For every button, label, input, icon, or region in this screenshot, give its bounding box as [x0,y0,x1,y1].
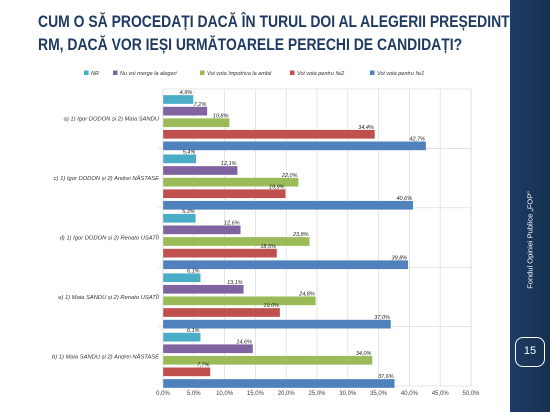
page-number: 15 [515,337,545,367]
data-label: 19,0% [263,303,279,309]
bar [162,367,211,377]
bar [162,236,310,247]
data-label: 22,0% [281,173,298,179]
data-label: 37,0% [374,315,390,321]
bar-chart: 0,0% 5,0% 10,0% 15,0% 20,0% 25,0% 30,0% 35,0% 40… [52,70,480,397]
bar [162,129,376,139]
legend-label: Voi vota pentru №2 [297,71,344,77]
data-label: 7,7% [197,363,210,369]
x-tick-label: 20,0% [278,391,296,397]
bar [162,225,241,235]
title-line-2: RM, DACĂ VOR IEȘI URMĂTOARELE PERECHI DE… [38,35,463,54]
data-label: 5,4% [183,150,196,156]
data-label: 18,5% [260,244,276,250]
category-label: c) 1) Igor DODON și 2) Andrei NĂSTASE [54,175,159,182]
bar [162,213,196,223]
x-tick-label: 45,0% [432,391,450,397]
bar [162,189,286,199]
x-tick-label: 5,0% [187,391,201,397]
data-label: 4,9% [180,90,193,96]
bar [162,154,197,164]
bar [162,307,281,318]
x-tick-label: 50,0% [462,391,480,397]
x-tick-label: 35,0% [370,391,388,397]
x-tick-label: 15,0% [247,391,265,397]
legend-swatch [370,70,375,75]
bar [162,284,244,294]
bar [162,332,201,342]
bar [162,355,373,365]
legend-label: Voi vota împotriva la ambii [207,71,272,77]
category-label: a) 1) Igor DODON și 2) Maia SANDU [64,117,160,123]
data-label: 14,6% [236,339,252,345]
bar [162,260,409,270]
legend-swatch [113,70,118,75]
legend-swatch [290,70,295,75]
bar [162,296,316,306]
bar [162,106,208,116]
bar [162,94,194,105]
bar [162,165,238,176]
data-label: 6,1% [187,268,200,274]
bar [162,344,254,354]
x-tick-label: 30,0% [339,391,357,397]
bar [162,273,201,283]
bar [162,177,299,187]
data-label: 19,9% [269,184,285,190]
bar [162,248,278,258]
data-label: 42,7% [409,137,425,143]
x-tick-label: 40,0% [401,391,419,397]
data-label: 7,2% [194,102,207,108]
x-tick-label: 0,0% [156,391,170,397]
data-label: 6,1% [187,328,200,334]
data-label: 10,8% [213,113,229,119]
legend-label: NR [91,71,99,77]
data-label: 12,1% [221,161,237,167]
data-label: 34,0% [356,351,372,357]
data-label: 39,8% [392,255,408,261]
data-label: 40,6% [396,196,412,202]
data-label: 23,8% [292,232,309,238]
legend-label: Voi vota pentru №1 [377,71,424,77]
legend-label: Nu voi merge la alegeri [120,71,177,77]
legend-swatch [84,70,89,75]
data-label: 12,6% [224,221,240,227]
title-line-1: CUM O SĂ PROCEDAȚI DACĂ ÎN TURUL DOI AL … [38,12,542,31]
data-label: 37,6% [378,374,394,380]
x-tick-label: 10,0% [216,391,234,397]
bar [162,378,395,389]
bar [162,118,230,128]
data-label: 13,1% [227,280,243,286]
bar [162,319,392,329]
category-label: d) 1) Igor DODON și 2) Renato USATÎI [60,235,160,242]
bar [162,200,414,210]
data-label: 34,4% [358,125,374,131]
category-label: b) 1) Maia SANDU și 2) Andrei NĂSTASE [52,353,159,360]
category-label: e) 1) Maia SANDU și 2) Renato USATÎI [58,294,159,301]
side-panel-text: Fondul Opiniei Publice „FOP” [525,191,535,289]
data-label: 5,3% [182,209,195,215]
legend-swatch [200,70,205,75]
data-label: 24,8% [298,292,315,298]
bar [162,141,427,151]
x-tick-label: 25,0% [308,391,326,397]
page-title: CUM O SĂ PROCEDAȚI DACĂ ÎN TURUL DOI AL … [38,10,542,56]
